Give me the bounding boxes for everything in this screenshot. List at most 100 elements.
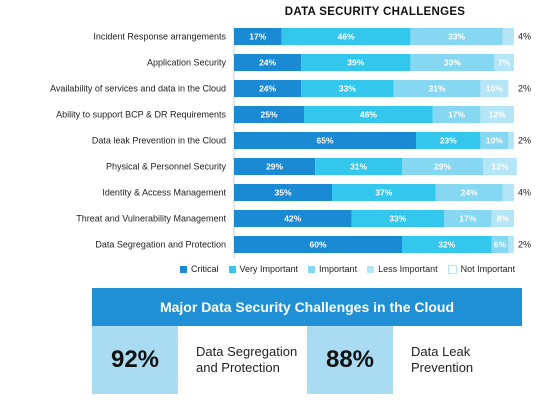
stacked-bar-chart: Incident Response arrangements 17% 46% 33% 4… bbox=[50, 26, 531, 258]
legend-swatch bbox=[228, 265, 236, 273]
bar-segment bbox=[480, 80, 509, 97]
data-label: 7% bbox=[498, 58, 511, 68]
data-label: 46% bbox=[360, 110, 377, 120]
outside-data-label: 2% bbox=[518, 240, 531, 250]
bar-segment bbox=[402, 158, 484, 175]
outside-data-label: 2% bbox=[518, 84, 531, 94]
category-label: Identity & Access Management bbox=[102, 188, 226, 198]
stat-2-label: Data Leak Prevention bbox=[393, 326, 522, 394]
legend-item: Critical bbox=[180, 264, 219, 274]
legend-swatch bbox=[367, 265, 375, 273]
data-label: 17% bbox=[249, 32, 266, 42]
bar-segment bbox=[234, 132, 416, 149]
bar-segment bbox=[502, 28, 514, 45]
data-label: 10% bbox=[486, 84, 503, 94]
category-label: Ability to support BCP & DR Requirements bbox=[56, 110, 226, 120]
bar-segment bbox=[301, 80, 394, 97]
legend-item: Important bbox=[308, 264, 357, 274]
bar-segment bbox=[301, 54, 411, 71]
bar-segment bbox=[351, 210, 444, 227]
category-label: Availability of services and data in the… bbox=[50, 84, 226, 94]
outside-data-label: 4% bbox=[518, 32, 531, 42]
category-label: Application Security bbox=[147, 58, 227, 68]
legend-label: Important bbox=[319, 264, 358, 274]
data-label: 39% bbox=[347, 58, 364, 68]
legend-item: Very Important bbox=[228, 264, 299, 274]
bar-segment bbox=[315, 158, 402, 175]
bar-segment bbox=[416, 132, 481, 149]
stat-2-label-line1: Data Leak bbox=[411, 344, 471, 360]
legend-item: Not Important bbox=[447, 264, 516, 274]
data-label: 35% bbox=[274, 188, 291, 198]
outside-data-label: 4% bbox=[518, 188, 531, 198]
stat-2-label-line2: Prevention bbox=[411, 360, 474, 375]
bar-segment bbox=[234, 158, 316, 175]
category-label: Threat and Vulnerability Management bbox=[76, 214, 226, 224]
bar-segment bbox=[234, 28, 282, 45]
bar-segment bbox=[393, 80, 481, 97]
data-label: 42% bbox=[284, 214, 301, 224]
data-label: 25% bbox=[260, 110, 277, 120]
data-label: 17% bbox=[459, 214, 476, 224]
legend-swatch bbox=[180, 265, 187, 273]
data-label: 24% bbox=[259, 84, 276, 94]
bar-segment bbox=[332, 184, 436, 201]
bar-segment bbox=[491, 236, 509, 253]
bar-segment bbox=[435, 184, 503, 201]
legend-swatch bbox=[447, 264, 457, 274]
data-label: 33% bbox=[339, 84, 356, 94]
data-label: 24% bbox=[259, 58, 276, 68]
bar-segment bbox=[281, 28, 411, 45]
panel-title: Major Data Security Challenges in the Cl… bbox=[92, 288, 522, 326]
category-label: Data Segregation and Protection bbox=[95, 240, 226, 250]
legend-label: Very Important bbox=[239, 264, 299, 274]
stat-1-label-line1: Data Segregation bbox=[196, 344, 298, 360]
data-label: 23% bbox=[440, 136, 457, 146]
category-label: Data leak Prevention in the Cloud bbox=[92, 136, 226, 146]
bar-segment bbox=[508, 132, 514, 149]
data-label: 37% bbox=[375, 188, 392, 198]
bar-segment bbox=[234, 210, 352, 227]
bar-segment bbox=[444, 210, 492, 227]
data-label: 31% bbox=[428, 84, 445, 94]
stat-1-label: Data Segregation and Protection bbox=[178, 326, 307, 394]
bar-segment bbox=[402, 236, 492, 253]
bar-segment bbox=[410, 54, 495, 71]
legend-item: Less Important bbox=[367, 264, 438, 274]
panel-stats: 92% Data Segregation and Protection 88% … bbox=[92, 326, 522, 394]
data-label: 6% bbox=[494, 240, 507, 250]
bar-segment bbox=[234, 184, 332, 201]
data-label: 12% bbox=[489, 110, 506, 120]
data-label: 30% bbox=[444, 58, 461, 68]
bar-segment bbox=[480, 132, 509, 149]
bar-segment bbox=[234, 106, 304, 123]
bar-segment bbox=[234, 236, 402, 253]
data-label: 60% bbox=[309, 240, 326, 250]
chart-title: DATA SECURITY CHALLENGES bbox=[284, 6, 466, 18]
bar-segment bbox=[304, 106, 433, 123]
bar-segment bbox=[502, 184, 514, 201]
outside-data-label: 2% bbox=[518, 136, 531, 146]
stat-1-percent: 92% bbox=[92, 326, 178, 394]
bar-segment bbox=[508, 236, 514, 253]
data-label: 10% bbox=[486, 136, 503, 146]
category-label: Physical & Personnel Security bbox=[106, 162, 227, 172]
legend-swatch bbox=[308, 265, 316, 273]
data-label: 24% bbox=[461, 188, 478, 198]
bar-segment bbox=[491, 210, 514, 227]
bar-segment bbox=[410, 28, 503, 45]
data-label: 33% bbox=[448, 32, 465, 42]
data-label: 65% bbox=[316, 136, 333, 146]
legend-label: Not Important bbox=[460, 264, 516, 274]
category-label: Incident Response arrangements bbox=[93, 32, 226, 42]
stat-2-percent: 88% bbox=[307, 326, 393, 394]
chart-legend: Critical Very Important Important Less Impo… bbox=[180, 264, 515, 274]
data-label: 29% bbox=[266, 162, 283, 172]
data-label: 32% bbox=[438, 240, 455, 250]
bar-segment bbox=[483, 158, 517, 175]
stat-1-label-line2: and Protection bbox=[196, 360, 280, 375]
legend-label: Less Important bbox=[378, 264, 438, 274]
data-label: 31% bbox=[350, 162, 367, 172]
data-label: 29% bbox=[434, 162, 451, 172]
data-label: 33% bbox=[389, 214, 406, 224]
